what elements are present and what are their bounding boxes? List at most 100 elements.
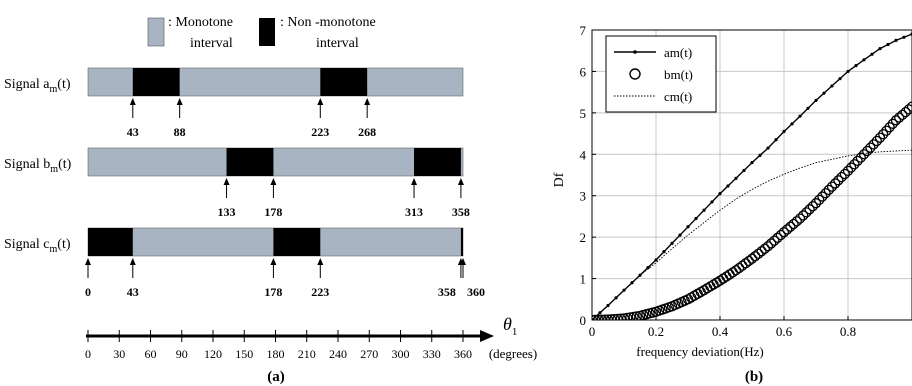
degree-tick-label: 120 [204, 347, 222, 361]
series-marker [794, 213, 806, 224]
legend-circle-sample [629, 68, 641, 80]
series-marker [900, 106, 911, 118]
series-line [592, 149, 912, 320]
tick-labels: 0 1 2 3 4 5 6 7 0 0.2 0.4 0.6 0.8 [580, 23, 857, 339]
x-tick-label: 0.2 [648, 324, 664, 339]
y-tick-label: 1 [580, 272, 587, 287]
series-point [694, 216, 698, 221]
x-tick-label: 0.6 [776, 324, 793, 339]
marker-label: 223 [311, 125, 329, 139]
series-marker [778, 227, 790, 238]
degree-tick-label: 180 [267, 347, 285, 361]
degree-axis: 0 30 60 90 120 150 180 210 240 270 300 330 360 θ1 (deg… [85, 314, 537, 361]
series-marker [804, 204, 815, 215]
degree-tick-label: 240 [329, 347, 347, 361]
non-monotone-segment [132, 68, 180, 96]
series-marker [820, 188, 831, 199]
marker-label: 178 [264, 205, 282, 219]
degree-tick-label: 330 [423, 347, 441, 361]
y-tick-label: 4 [580, 147, 587, 162]
degree-tick-label: 270 [360, 347, 378, 361]
marker-label: 223 [311, 285, 329, 299]
x-tick-label: 0.4 [712, 324, 729, 339]
degree-tick-label: 0 [85, 347, 91, 361]
legend-monotone-swatch [147, 17, 165, 47]
y-axis-label: Df [552, 172, 567, 187]
series-marker [868, 139, 879, 150]
series-marker [785, 221, 796, 232]
degree-axis-arrow [480, 330, 494, 342]
marker-arrow-head [317, 98, 324, 105]
series-marker [615, 313, 626, 320]
series-group [592, 32, 912, 320]
series-marker [862, 145, 873, 157]
series-marker [766, 238, 777, 249]
series-marker [788, 218, 799, 230]
marker-arrow-head [270, 258, 277, 265]
non-monotone-segment [320, 68, 368, 96]
marker-label: 133 [218, 205, 236, 219]
marker-arrow-head [457, 178, 464, 185]
marker-label: 88 [174, 125, 186, 139]
y-tick-label: 3 [580, 189, 587, 204]
marker-arrow-head [270, 178, 277, 185]
non-monotone-segment [414, 148, 461, 176]
marker-label: 0 [85, 285, 91, 299]
series-marker [810, 198, 822, 209]
marker-arrow-head [317, 258, 324, 265]
series-marker [906, 101, 912, 112]
marker-arrow-head [223, 178, 230, 185]
non-monotone-segment [273, 228, 321, 256]
series-marker [817, 191, 828, 202]
x-tick-label: 0.8 [840, 324, 856, 339]
marker-arrow-head [85, 258, 91, 265]
x-axis-label: frequency deviation(Hz) [636, 344, 763, 359]
series-marker [612, 313, 623, 320]
y-tick-label: 2 [580, 230, 587, 245]
signal-label: Signal cm(t) [4, 237, 71, 255]
marker-label: 313 [405, 205, 423, 219]
degree-tick-label: 300 [392, 347, 410, 361]
series-point [806, 106, 810, 110]
series-point [830, 84, 834, 88]
series-marker [721, 271, 732, 282]
series-marker [884, 122, 895, 133]
series-marker [887, 118, 898, 129]
line-legend: am(t) bm(t) cm(t) [605, 35, 717, 113]
legend-point-sample [633, 50, 637, 54]
series-point [742, 168, 746, 173]
series-marker [609, 313, 620, 320]
series-point [838, 77, 842, 81]
series-marker [849, 159, 860, 170]
series-marker [871, 135, 882, 147]
series-marker [846, 162, 857, 173]
series-marker [759, 243, 770, 254]
series-marker [756, 246, 767, 257]
series-point [718, 192, 722, 196]
marker-arrow-head [129, 258, 136, 265]
degree-tick-label: 360 [454, 347, 472, 361]
series-marker [750, 251, 761, 262]
series-point [654, 258, 658, 262]
marker-label: 358 [438, 285, 456, 299]
series-marker [852, 155, 863, 167]
non-monotone-segment [226, 148, 274, 176]
y-tick-label: 0 [580, 313, 587, 328]
series-marker [753, 248, 764, 259]
legend-non-monotone-text: : Non -monotone [280, 15, 376, 30]
series-point [846, 69, 850, 74]
panel-b-line-chart: 0 1 2 3 4 5 6 7 0 0.2 0.4 0.6 0.8 frequency deviatio… [552, 23, 912, 385]
series-point [662, 250, 666, 254]
series-marker [791, 216, 802, 227]
legend-entry: cm(t) [664, 89, 692, 104]
panel-a-interval-chart: : Monotone interval : Non -monotone inte… [4, 15, 537, 385]
y-tick-label: 7 [580, 23, 587, 38]
series-point [782, 129, 786, 134]
degree-tick-label: 90 [176, 347, 188, 361]
series-point [878, 47, 882, 51]
non-monotone-segment [88, 228, 133, 256]
series-marker [807, 201, 818, 212]
series-marker [881, 125, 892, 136]
legend-non-monotone-text-2: interval [316, 36, 359, 51]
panel-a-label: (a) [267, 369, 285, 385]
